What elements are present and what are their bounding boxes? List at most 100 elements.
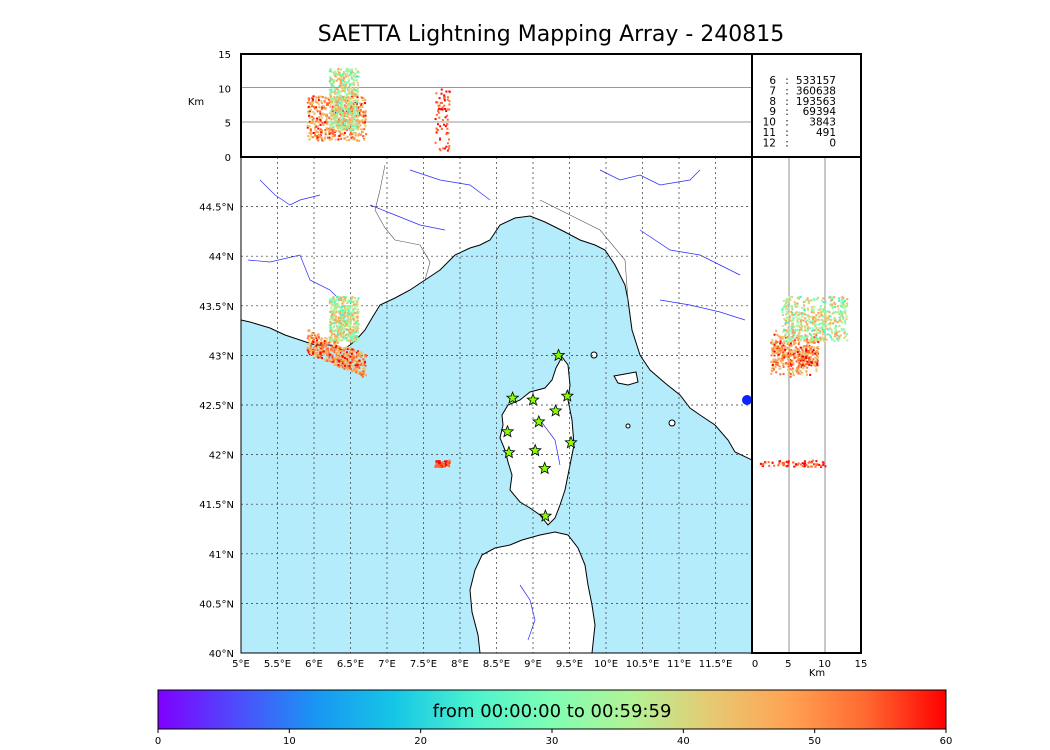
right-alt-tick-label: 15 bbox=[855, 659, 868, 670]
lightning-source-right bbox=[802, 359, 805, 362]
lightning-source-map bbox=[362, 371, 365, 374]
map-grid bbox=[241, 157, 752, 653]
lightning-source-map bbox=[320, 352, 323, 355]
lightning-source-map bbox=[354, 339, 357, 342]
rivers bbox=[247, 169, 746, 641]
lightning-source-map bbox=[341, 332, 344, 335]
lightning-source-map bbox=[355, 315, 358, 318]
lightning-source-map bbox=[356, 372, 359, 375]
lightning-source-right bbox=[784, 301, 787, 304]
lightning-source-right bbox=[773, 353, 776, 356]
lightning-source-top bbox=[348, 91, 351, 94]
lightning-source-map bbox=[352, 339, 355, 342]
lightning-source-map bbox=[325, 337, 328, 340]
lightning-source-top bbox=[343, 89, 346, 92]
lightning-source-map bbox=[358, 370, 361, 373]
count-value: 69394 bbox=[803, 106, 837, 118]
top-alt-tick-label: 15 bbox=[218, 50, 231, 61]
lightning-source-map bbox=[330, 315, 333, 318]
lightning-source-map bbox=[356, 303, 359, 306]
lightning-source-map bbox=[312, 347, 315, 350]
lightning-source-top bbox=[356, 71, 359, 74]
lightning-source-map bbox=[356, 299, 359, 302]
lightning-source-right bbox=[830, 338, 833, 341]
lightning-source-map bbox=[348, 360, 351, 363]
lightning-source-top bbox=[357, 113, 360, 116]
lightning-source-map bbox=[356, 308, 359, 311]
lightning-source-map bbox=[335, 339, 338, 342]
lightning-source-right bbox=[799, 370, 802, 373]
lightning-source-map bbox=[354, 307, 357, 310]
lightning-source-right bbox=[838, 324, 841, 327]
lightning-source-right bbox=[794, 312, 797, 315]
lightning-source-top bbox=[341, 82, 344, 85]
lightning-source-map bbox=[353, 323, 356, 326]
lightning-source-map bbox=[356, 315, 359, 318]
lightning-source-top bbox=[350, 82, 353, 85]
lightning-source-map bbox=[337, 327, 340, 330]
lightning-source-map bbox=[335, 311, 338, 314]
lightning-source-right bbox=[827, 316, 830, 319]
lightning-source-map bbox=[436, 465, 439, 468]
lightning-source-right bbox=[841, 305, 844, 308]
lightning-source-right bbox=[801, 336, 804, 339]
lightning-source-right bbox=[779, 340, 782, 343]
lightning-source-right bbox=[822, 338, 825, 341]
lightning-source-map bbox=[346, 365, 349, 368]
lightning-source-right bbox=[786, 335, 789, 338]
station-star-icon bbox=[502, 445, 516, 459]
lightning-source-top bbox=[340, 125, 343, 128]
lightning-source-top bbox=[364, 99, 367, 102]
lightning-source-top bbox=[438, 107, 441, 110]
lightning-source-top bbox=[347, 126, 350, 129]
lightning-source-map bbox=[315, 347, 318, 350]
lightning-source-map bbox=[345, 362, 348, 365]
lightning-source-top bbox=[353, 117, 356, 120]
lightning-source-top bbox=[355, 114, 358, 117]
lightning-source-right bbox=[795, 463, 798, 466]
lightning-source-top bbox=[338, 100, 341, 103]
lightning-source-map bbox=[351, 332, 354, 335]
land-capraia bbox=[590, 351, 598, 359]
lightning-source-right bbox=[799, 326, 802, 329]
lightning-source-map bbox=[332, 346, 335, 349]
lightning-source-map bbox=[361, 375, 364, 378]
lightning-source-map bbox=[347, 354, 350, 357]
lightning-source-map bbox=[339, 312, 342, 315]
lightning-source-right bbox=[803, 304, 806, 307]
lightning-source-right bbox=[812, 311, 815, 314]
lightning-source-top bbox=[358, 109, 361, 112]
lightning-source-map bbox=[350, 368, 353, 371]
lightning-source-top bbox=[317, 103, 320, 106]
top-alt-tick-label: 0 bbox=[225, 153, 231, 164]
right-alt-tick-label: 10 bbox=[818, 659, 831, 670]
lightning-source-map bbox=[315, 353, 318, 356]
lightning-source-top bbox=[360, 105, 363, 108]
lightning-source-map bbox=[356, 325, 359, 328]
lon-tick-label: 8.5°E bbox=[483, 659, 510, 670]
lightning-source-top bbox=[356, 70, 359, 73]
lightning-source-right bbox=[814, 329, 817, 332]
lightning-source-map bbox=[336, 361, 339, 364]
lightning-source-right bbox=[836, 330, 839, 333]
lightning-source-right bbox=[824, 465, 827, 468]
lightning-source-top bbox=[355, 119, 358, 122]
lightning-source-right bbox=[839, 334, 842, 337]
count-value: 360638 bbox=[796, 85, 836, 97]
lightning-source-map bbox=[352, 338, 355, 341]
lightning-source-map bbox=[338, 311, 341, 314]
lightning-source-right bbox=[798, 317, 801, 320]
lightning-source-top bbox=[339, 121, 342, 124]
lightning-source-right bbox=[829, 303, 832, 306]
lightning-source-right bbox=[809, 321, 812, 324]
lightning-source-right bbox=[809, 355, 812, 358]
lightning-source-right bbox=[813, 336, 816, 339]
lightning-source-map bbox=[349, 299, 352, 302]
lightning-source-right bbox=[797, 339, 800, 342]
lightning-source-map bbox=[333, 309, 336, 312]
lightning-source-top bbox=[322, 105, 325, 108]
lightning-source-right bbox=[800, 334, 803, 337]
lightning-source-right bbox=[791, 351, 794, 354]
lightning-source-top bbox=[351, 125, 354, 128]
lightning-source-map bbox=[358, 359, 361, 362]
